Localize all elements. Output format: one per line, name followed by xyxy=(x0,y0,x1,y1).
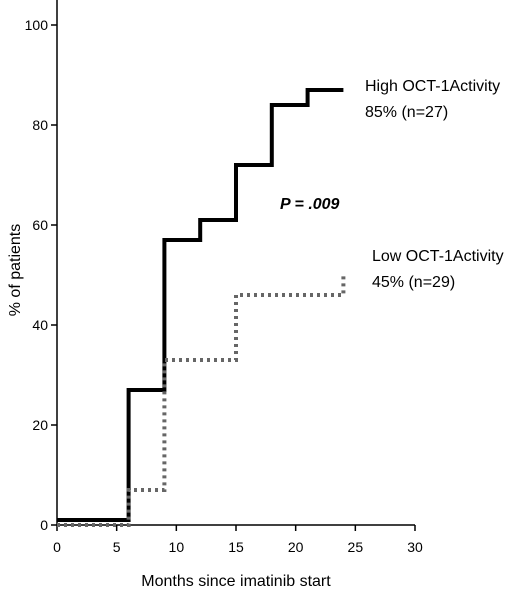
x-tick-label: 5 xyxy=(113,539,121,555)
axes xyxy=(56,0,415,526)
x-tick-label: 30 xyxy=(407,539,423,555)
y-tick-label: 80 xyxy=(32,117,48,133)
high-activity-series-line xyxy=(57,88,344,522)
low-series-annotation: 45% (n=29) xyxy=(372,274,455,291)
y-tick-label: 0 xyxy=(40,517,48,533)
x-tick-label: 15 xyxy=(228,539,244,555)
high-series-label: High OCT-1Activity xyxy=(365,78,500,95)
x-tick-label: 25 xyxy=(348,539,364,555)
y-tick-label: 20 xyxy=(32,417,48,433)
y-tick-label: 100 xyxy=(25,17,49,33)
x-tick-label: 0 xyxy=(53,539,61,555)
high-series-annotation: 85% (n=27) xyxy=(365,104,448,121)
low-series-label: Low OCT-1Activity xyxy=(372,248,504,265)
series-group xyxy=(57,88,346,527)
labels-group: Months since imatinib start % of patient… xyxy=(7,17,504,590)
tick-marks xyxy=(51,24,416,531)
x-tick-label: 20 xyxy=(288,539,304,555)
low-activity-series-line xyxy=(57,275,346,527)
y-tick-label: 60 xyxy=(32,217,48,233)
y-axis-title: % of patients xyxy=(7,224,24,317)
x-tick-label: 10 xyxy=(169,539,185,555)
y-tick-label: 40 xyxy=(32,317,48,333)
p-value-annotation: P = .009 xyxy=(280,196,340,213)
x-axis-title: Months since imatinib start xyxy=(141,573,331,590)
